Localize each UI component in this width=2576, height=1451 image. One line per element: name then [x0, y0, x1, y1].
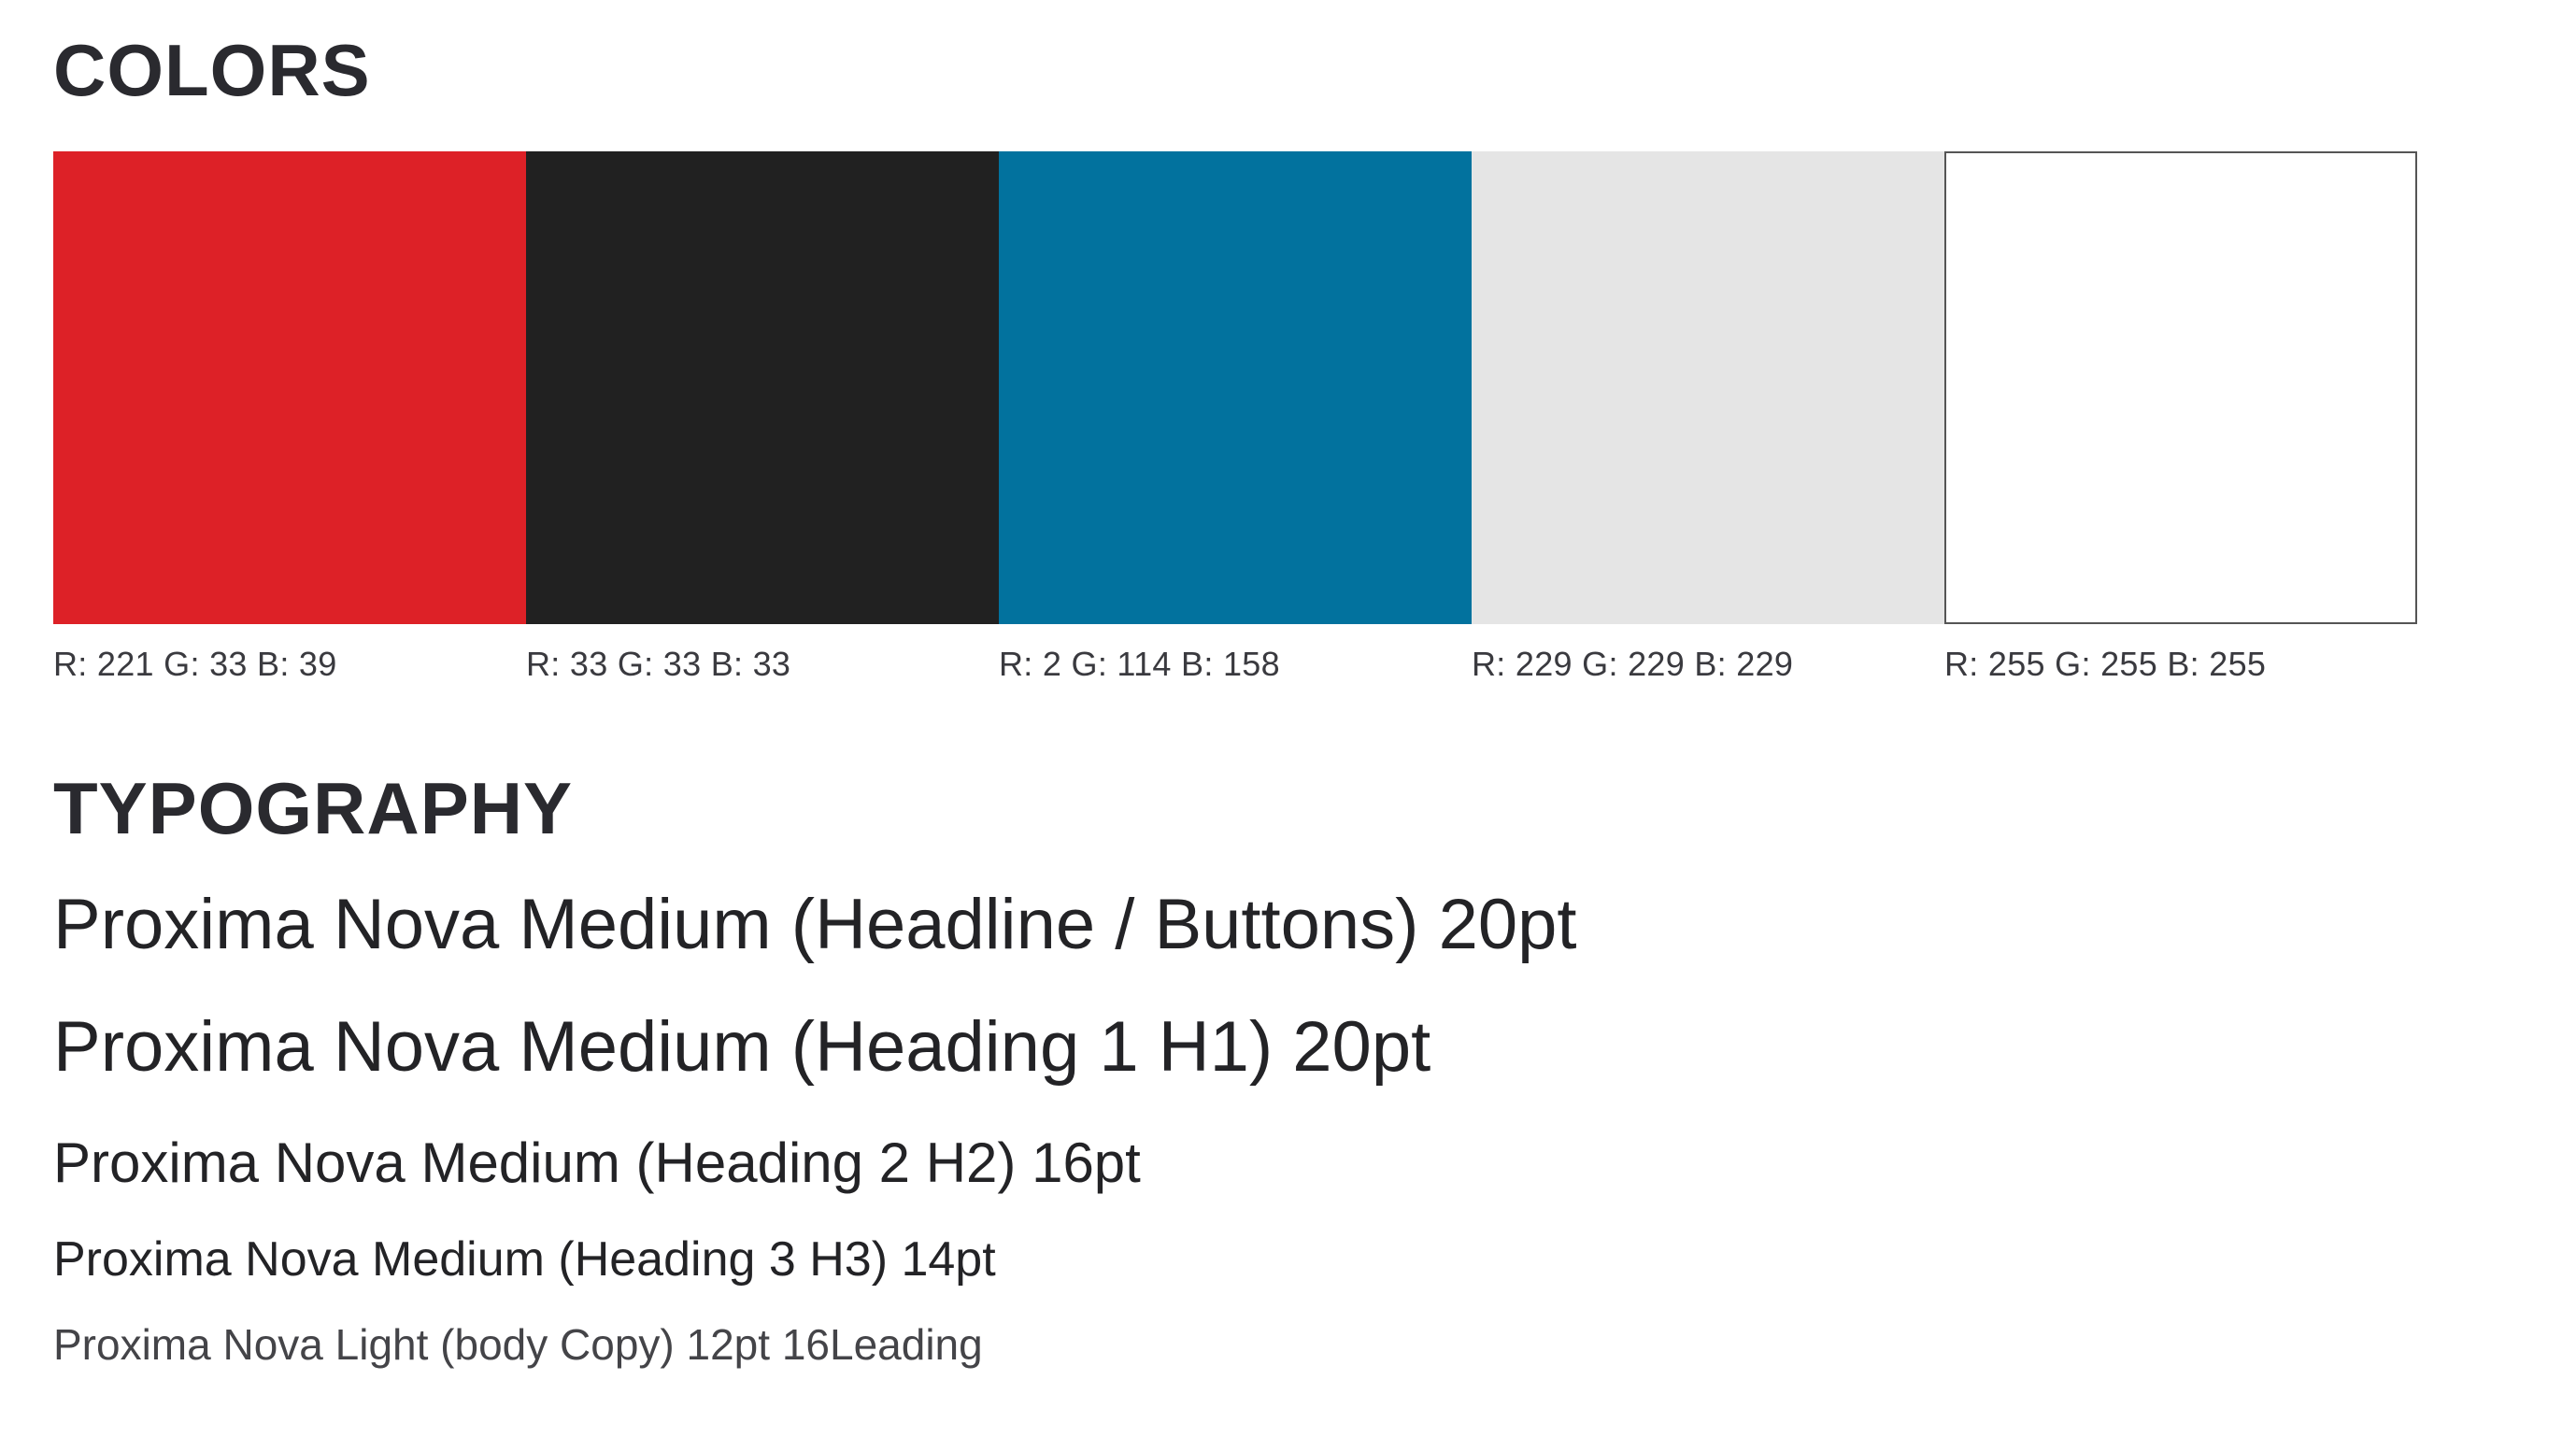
swatch-rgb-label: R: 33 G: 33 B: 33 — [526, 645, 791, 683]
type-sample-heading-3: Proxima Nova Medium (Heading 3 H3) 14pt — [53, 1232, 996, 1287]
swatch-rgb-label: R: 229 G: 229 B: 229 — [1472, 645, 1794, 683]
color-swatch-blue: R: 2 G: 114 B: 158 — [999, 151, 1472, 683]
typography-heading: TYPOGRAPHY — [53, 767, 574, 849]
color-swatch-red: R: 221 G: 33 B: 39 — [53, 151, 526, 683]
swatch-rgb-label: R: 221 G: 33 B: 39 — [53, 645, 337, 683]
color-swatch-black: R: 33 G: 33 B: 33 — [526, 151, 999, 683]
swatch-chip-red — [53, 151, 526, 624]
type-sample-headline-buttons: Proxima Nova Medium (Headline / Buttons)… — [53, 885, 1577, 964]
swatch-chip-blue — [999, 151, 1472, 624]
swatch-rgb-label: R: 2 G: 114 B: 158 — [999, 645, 1280, 683]
colors-heading: COLORS — [53, 29, 371, 111]
color-swatch-row: R: 221 G: 33 B: 39 R: 33 G: 33 B: 33 R: … — [53, 151, 2417, 698]
swatch-rgb-label: R: 255 G: 255 B: 255 — [1944, 645, 2267, 683]
swatch-chip-white — [1944, 151, 2417, 624]
type-sample-body-copy: Proxima Nova Light (body Copy) 12pt 16Le… — [53, 1320, 983, 1369]
type-sample-heading-1: Proxima Nova Medium (Heading 1 H1) 20pt — [53, 1007, 1431, 1087]
color-swatch-light-gray: R: 229 G: 229 B: 229 — [1472, 151, 1944, 683]
swatch-chip-light-gray — [1472, 151, 1944, 624]
type-sample-heading-2: Proxima Nova Medium (Heading 2 H2) 16pt — [53, 1131, 1141, 1194]
color-swatch-white: R: 255 G: 255 B: 255 — [1944, 151, 2417, 683]
swatch-chip-black — [526, 151, 999, 624]
